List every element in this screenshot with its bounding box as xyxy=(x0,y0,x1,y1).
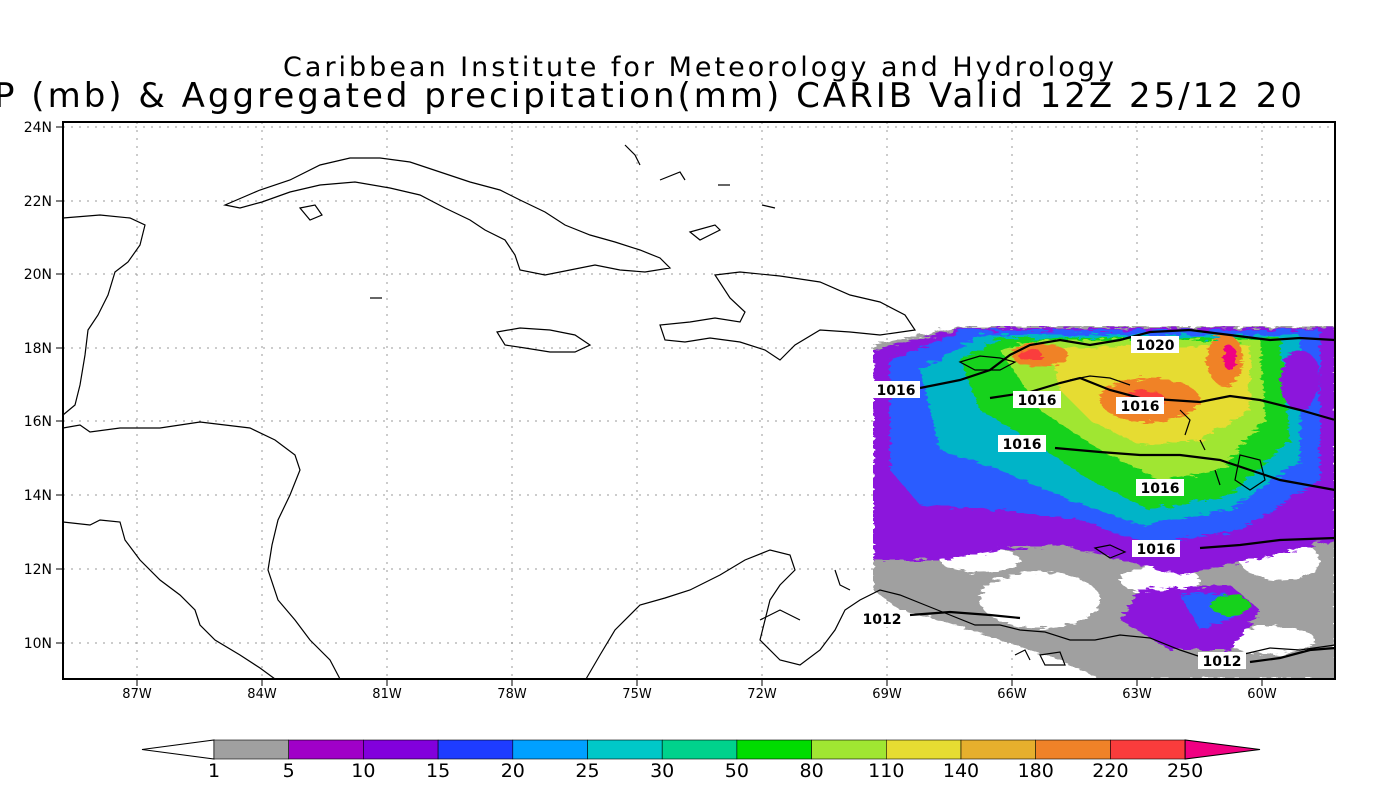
colorbar-tick-label: 15 xyxy=(426,760,450,782)
colorbar-segment xyxy=(512,739,588,760)
isobar-label: 1016 xyxy=(877,383,916,399)
isobar-label: 1012 xyxy=(1203,654,1242,670)
coastlines xyxy=(62,144,1336,680)
colorbar-tick-label: 250 xyxy=(1167,760,1203,782)
colorbar-tick-label: 50 xyxy=(725,760,749,782)
colorbar-segment xyxy=(587,739,663,760)
isobar-label-bg xyxy=(998,435,1046,452)
isobar-label-bg xyxy=(1136,479,1184,496)
map-title-line-1: Caribbean Institute for Meteorology and … xyxy=(283,52,1117,83)
lon-label: 72W xyxy=(747,687,777,702)
precipitation-field xyxy=(873,326,1335,679)
isobar-label-bg xyxy=(1132,540,1180,557)
isobar-labels: 1020 1016 1016 1016 1016 1016 1016 1012 1012 xyxy=(858,336,1246,670)
isobar-label: 1016 xyxy=(1141,481,1180,497)
colorbar-segment xyxy=(1110,739,1186,760)
isobar-label-bg xyxy=(872,381,920,398)
colorbar-tick-label: 180 xyxy=(1018,760,1054,782)
lon-label: 69W xyxy=(872,687,902,702)
lon-label: 63W xyxy=(1122,687,1152,702)
colorbar-segment xyxy=(885,739,962,760)
isobar-label: 1016 xyxy=(1003,437,1042,453)
colorbar-tick-label: 20 xyxy=(501,760,525,782)
colorbar-segment xyxy=(363,739,439,760)
colorbar-tick-label: 10 xyxy=(351,760,375,782)
colorbar-tick-label: 110 xyxy=(868,760,904,782)
lat-label: 24N xyxy=(24,120,52,136)
isobar-label-bg xyxy=(1131,336,1179,353)
lon-label: 78W xyxy=(497,687,527,702)
colorbar-segment xyxy=(736,739,812,760)
colorbar-tick-label: 25 xyxy=(575,760,599,782)
colorbar-max-arrow xyxy=(1184,739,1261,760)
isobar-label: 1020 xyxy=(1136,338,1175,354)
isobar-label: 1016 xyxy=(1137,542,1176,558)
map-title-line-2: P (mb) & Aggregated precipitation(mm) CA… xyxy=(0,76,1306,116)
colorbar-tick-label: 220 xyxy=(1092,760,1128,782)
isobar-label: 1012 xyxy=(863,612,902,628)
colorbar-tick-label: 1 xyxy=(208,760,220,782)
latitude-labels: 24N 22N 20N 18N 16N 14N 12N 10N xyxy=(24,120,63,652)
isobar-label-bg xyxy=(1013,391,1061,408)
lon-label: 81W xyxy=(372,687,402,702)
lat-label: 12N xyxy=(24,562,52,578)
colorbar-segment xyxy=(960,739,1036,760)
lon-label: 84W xyxy=(247,687,277,702)
lat-label: 16N xyxy=(24,414,52,430)
lat-label: 14N xyxy=(24,488,52,504)
lon-label: 75W xyxy=(622,687,652,702)
colorbar-segment xyxy=(1035,739,1111,760)
lon-label: 60W xyxy=(1247,687,1277,702)
lat-label: 20N xyxy=(24,267,52,283)
lat-label: 22N xyxy=(24,194,52,210)
colorbar-segment xyxy=(213,739,289,760)
lat-label: 18N xyxy=(24,341,52,357)
colorbar-segment xyxy=(437,739,514,760)
colorbar-segment xyxy=(661,739,738,760)
isobar-label: 1016 xyxy=(1121,399,1160,415)
colorbar-segment xyxy=(811,739,887,760)
precipitation-colorbar: 1 5 10 15 20 25 30 50 80 110 140 180 220 250 xyxy=(141,739,1261,782)
colorbar-segment xyxy=(288,739,364,760)
isobar-label: 1016 xyxy=(1018,393,1057,409)
colorbar-tick-label: 30 xyxy=(650,760,674,782)
isobar-label-bg xyxy=(858,610,906,627)
lon-label: 66W xyxy=(997,687,1027,702)
lon-label: 87W xyxy=(122,687,152,702)
colorbar-tick-label: 80 xyxy=(800,760,824,782)
isobar-label-bg xyxy=(1198,652,1246,669)
colorbar-tick-label: 5 xyxy=(283,760,295,782)
lat-label: 10N xyxy=(24,636,52,652)
map-frame xyxy=(62,121,1336,680)
isobar-label-bg xyxy=(1116,397,1164,414)
colorbar-min-arrow xyxy=(141,739,215,760)
longitude-labels: 87W 84W 81W 78W 75W 72W 69W 66W 63W 60W xyxy=(122,679,1277,702)
colorbar-tick-label: 140 xyxy=(943,760,979,782)
